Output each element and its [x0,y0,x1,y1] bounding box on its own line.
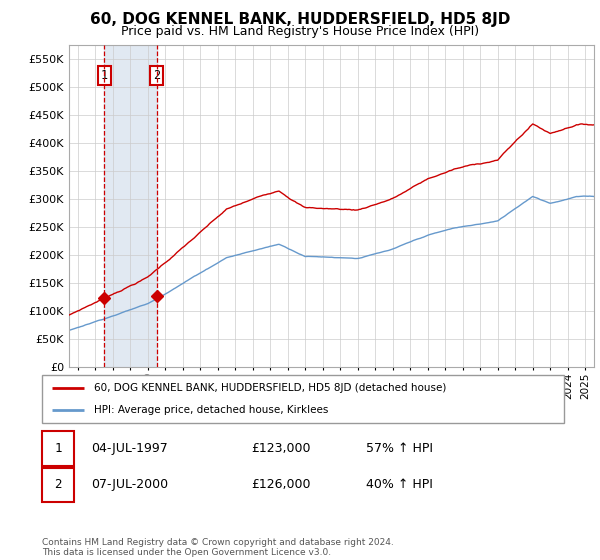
Text: 07-JUL-2000: 07-JUL-2000 [92,478,169,492]
Bar [42,431,74,466]
Text: 1: 1 [101,69,107,82]
Text: 40% ↑ HPI: 40% ↑ HPI [365,478,433,492]
Text: £123,000: £123,000 [251,442,310,455]
Text: £126,000: £126,000 [251,478,310,492]
Text: Price paid vs. HM Land Registry's House Price Index (HPI): Price paid vs. HM Land Registry's House … [121,25,479,38]
Text: HPI: Average price, detached house, Kirklees: HPI: Average price, detached house, Kirk… [94,405,329,415]
Text: 60, DOG KENNEL BANK, HUDDERSFIELD, HD5 8JD: 60, DOG KENNEL BANK, HUDDERSFIELD, HD5 8… [90,12,510,27]
Text: 04-JUL-1997: 04-JUL-1997 [92,442,169,455]
Text: 57% ↑ HPI: 57% ↑ HPI [365,442,433,455]
Text: 2: 2 [55,478,62,492]
Text: 2: 2 [153,69,160,82]
Text: 1: 1 [55,442,62,455]
Text: 60, DOG KENNEL BANK, HUDDERSFIELD, HD5 8JD (detached house): 60, DOG KENNEL BANK, HUDDERSFIELD, HD5 8… [94,383,446,393]
Bar [104,45,157,367]
Text: Contains HM Land Registry data © Crown copyright and database right 2024.
This d: Contains HM Land Registry data © Crown c… [42,538,394,557]
Bar [42,468,74,502]
